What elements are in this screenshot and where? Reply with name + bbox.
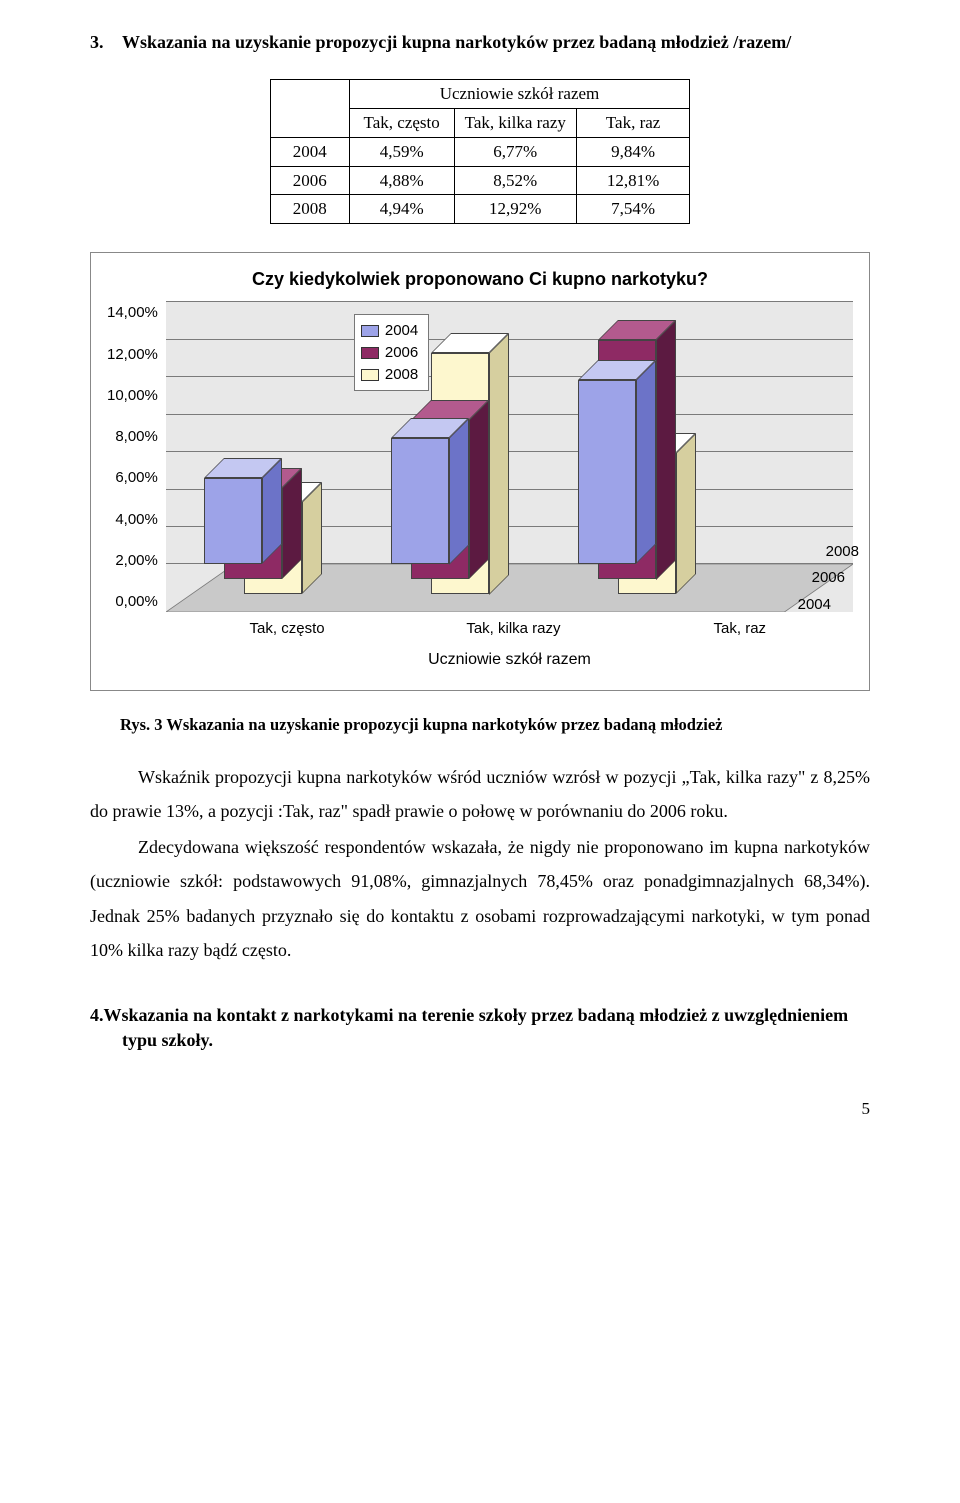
table-super-header: Uczniowie szkół razem — [349, 80, 690, 109]
grid-line — [166, 339, 853, 340]
chart-title: Czy kiedykolwiek proponowano Ci kupno na… — [107, 267, 853, 292]
chart-legend: 200420062008 — [354, 314, 429, 391]
table-row: 2008 4,94% 12,92% 7,54% — [270, 195, 690, 224]
legend-label: 2006 — [385, 342, 418, 363]
page-number: 5 — [90, 1097, 870, 1121]
grid-line — [166, 376, 853, 377]
section-4-heading: 4.Wskazania na kontakt z narkotykami na … — [90, 1003, 870, 1053]
y-label: 14,00% — [107, 302, 158, 323]
x-label-0: Tak, często — [174, 618, 400, 639]
y-label: 2,00% — [107, 550, 158, 571]
y-label: 10,00% — [107, 385, 158, 406]
body-paragraph-2: Zdecydowana większość respondentów wskaz… — [90, 830, 870, 967]
grid-line — [166, 301, 853, 302]
depth-label: 2006 — [812, 567, 845, 590]
cell-2-0: 4,94% — [349, 195, 454, 224]
body-paragraph-1: Wskaźnik propozycji kupna narkotyków wśr… — [90, 760, 870, 828]
cell-2-1: 12,92% — [454, 195, 576, 224]
bar-2004 — [578, 380, 636, 564]
x-label-1: Tak, kilka razy — [400, 618, 626, 639]
y-label: 12,00% — [107, 344, 158, 365]
x-axis-labels: Tak, często Tak, kilka razy Tak, raz — [166, 618, 853, 639]
table-corner-empty — [270, 80, 349, 138]
section-3-text: Wskazania na uzyskanie propozycji kupna … — [122, 32, 791, 52]
cell-0-1: 6,77% — [454, 137, 576, 166]
chart-body: 14,00% 12,00% 10,00% 8,00% 6,00% 4,00% 2… — [107, 302, 853, 671]
plot-area: 200820062004200420062008 — [166, 302, 853, 612]
legend-swatch — [361, 347, 379, 359]
x-label-2: Tak, raz — [627, 618, 853, 639]
legend-item: 2004 — [361, 320, 418, 341]
bar-2004 — [204, 478, 262, 564]
y-label: 6,00% — [107, 467, 158, 488]
legend-item: 2006 — [361, 342, 418, 363]
cell-0-0: 4,59% — [349, 137, 454, 166]
y-label: 8,00% — [107, 426, 158, 447]
cell-1-2: 12,81% — [576, 166, 689, 195]
cell-0-2: 9,84% — [576, 137, 689, 166]
plot-wrap: 200820062004200420062008 Tak, często Tak… — [166, 302, 853, 671]
grid-line — [166, 414, 853, 415]
row-year-1: 2006 — [270, 166, 349, 195]
y-label: 0,00% — [107, 591, 158, 612]
section-4-number: 4. — [90, 1005, 104, 1025]
legend-label: 2004 — [385, 320, 418, 341]
section-4-text: Wskazania na kontakt z narkotykami na te… — [104, 1005, 849, 1050]
legend-swatch — [361, 325, 379, 337]
table-row: 2004 4,59% 6,77% 9,84% — [270, 137, 690, 166]
cell-1-0: 4,88% — [349, 166, 454, 195]
y-axis: 14,00% 12,00% 10,00% 8,00% 6,00% 4,00% 2… — [107, 302, 166, 612]
table-row: 2006 4,88% 8,52% 12,81% — [270, 166, 690, 195]
data-table: Uczniowie szkół razem Tak, często Tak, k… — [270, 79, 691, 224]
cell-1-1: 8,52% — [454, 166, 576, 195]
legend-label: 2008 — [385, 364, 418, 385]
legend-swatch — [361, 369, 379, 381]
row-year-0: 2004 — [270, 137, 349, 166]
figure-caption: Rys. 3 Wskazania na uzyskanie propozycji… — [90, 713, 870, 736]
grid-line — [166, 451, 853, 452]
section-3-heading: 3.Wskazania na uzyskanie propozycji kupn… — [90, 30, 870, 55]
col-header-1: Tak, kilka razy — [454, 108, 576, 137]
y-label: 4,00% — [107, 509, 158, 530]
cell-2-2: 7,54% — [576, 195, 689, 224]
bar-2004 — [391, 438, 449, 565]
row-year-2: 2008 — [270, 195, 349, 224]
col-header-0: Tak, często — [349, 108, 454, 137]
chart-frame: Czy kiedykolwiek proponowano Ci kupno na… — [90, 252, 870, 691]
legend-item: 2008 — [361, 364, 418, 385]
section-3-number: 3. — [90, 30, 122, 55]
col-header-2: Tak, raz — [576, 108, 689, 137]
depth-axis-labels: 200820062004 — [826, 541, 859, 609]
x-axis-caption: Uczniowie szkół razem — [166, 649, 853, 671]
depth-label: 2008 — [826, 541, 859, 564]
depth-label: 2004 — [798, 594, 831, 617]
